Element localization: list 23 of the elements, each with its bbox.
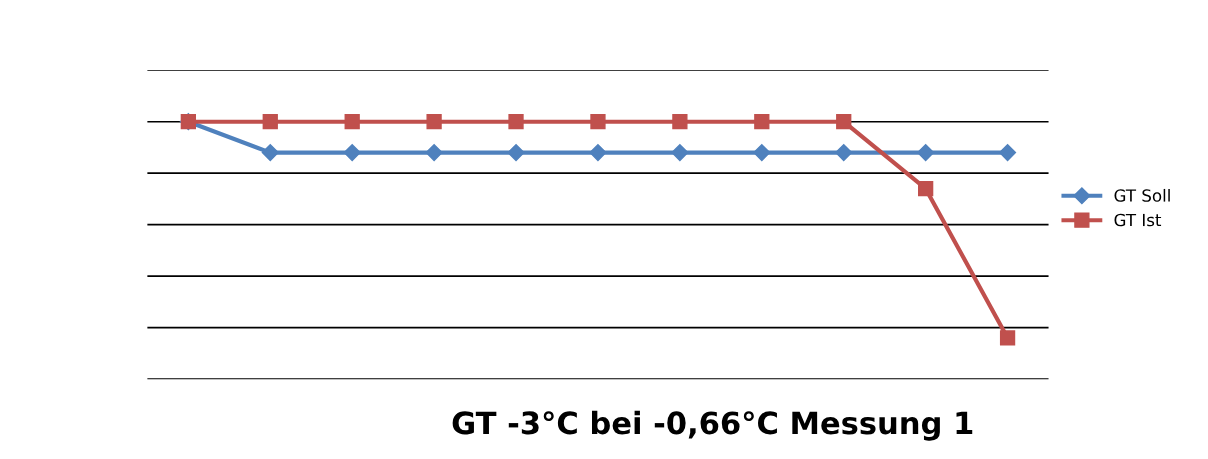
point [754,114,770,130]
point [426,114,442,130]
point [344,114,360,130]
point [672,114,688,130]
point [671,144,689,162]
point [835,144,853,162]
point [918,181,934,197]
point [917,144,935,162]
point [999,144,1017,162]
point [589,144,607,162]
point [999,330,1016,346]
point [753,144,771,162]
point [261,144,279,162]
point [508,114,524,130]
point [590,114,606,130]
point [425,144,443,162]
legend-label: GT Ist [1114,213,1162,227]
legend-label: GT Soll [1114,188,1170,202]
text: GT -3°C bei -0,66°C Messung 1 [452,410,973,441]
point [836,114,852,130]
point [507,144,525,162]
point [262,114,278,130]
point [343,144,361,162]
